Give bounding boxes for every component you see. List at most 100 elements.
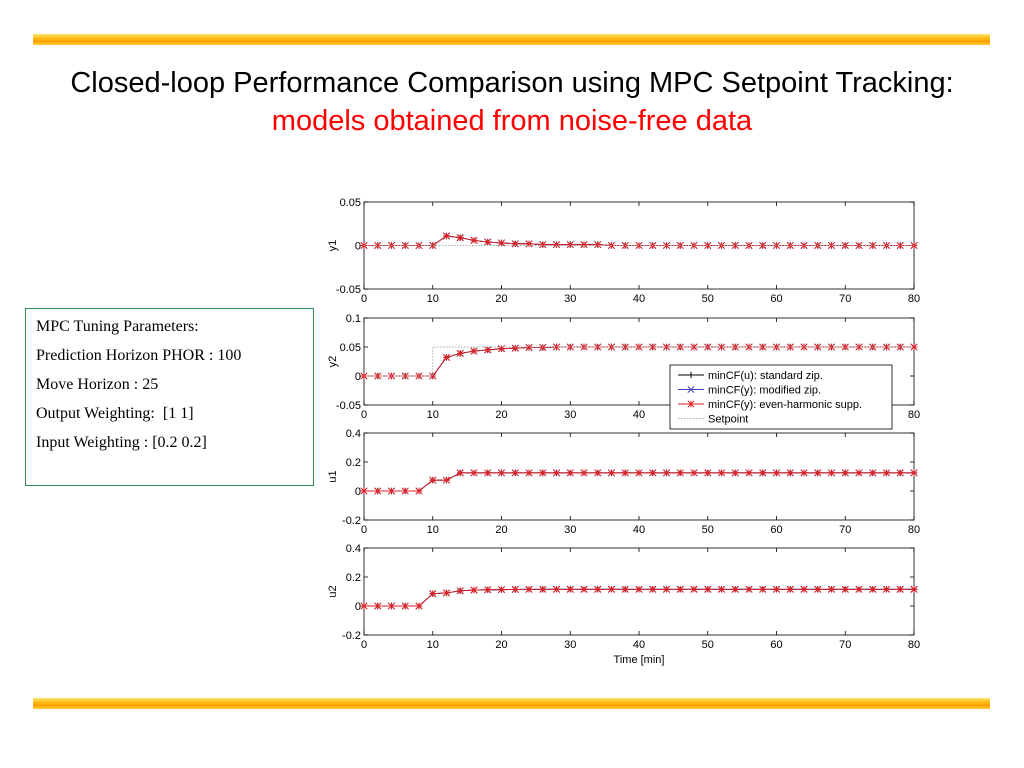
data-point: [401, 487, 409, 495]
data-point: [687, 385, 695, 394]
data-point: [855, 585, 863, 593]
data-point: [772, 469, 781, 477]
x-tick-label: 60: [770, 639, 782, 651]
data-point: [360, 602, 368, 610]
data-point: [882, 343, 891, 351]
x-axis-label: Time [min]: [614, 654, 665, 666]
data-point: [539, 241, 547, 249]
data-point: [497, 239, 506, 247]
data-point: [910, 469, 918, 477]
data-point: [717, 585, 726, 593]
y-tick-label: 0.2: [346, 572, 361, 584]
data-point: [566, 241, 574, 249]
data-point: [456, 469, 464, 477]
data-point: [552, 469, 561, 477]
param-line: Input Weighting : [0.2 0.2]: [36, 434, 207, 451]
y-axis-label: u2: [327, 585, 339, 597]
y-tick-label: 0.1: [346, 313, 361, 325]
data-point: [827, 241, 836, 250]
y-axis-label: y1: [327, 240, 339, 252]
bottom-accent-bar: [33, 698, 990, 709]
x-tick-label: 0: [361, 293, 367, 305]
data-point: [497, 586, 506, 594]
legend-entry: Setpoint: [708, 414, 748, 426]
data-point: [374, 602, 382, 610]
data-point: [896, 241, 904, 250]
data-point: [374, 372, 382, 380]
closed-loop-charts: 010203040506070800.050-0.05y101020304050…: [327, 197, 920, 666]
data-point: [470, 236, 478, 244]
x-tick-label: 70: [839, 293, 851, 305]
data-point: [910, 585, 918, 593]
params-heading: MPC Tuning Parameters:: [36, 318, 199, 335]
x-tick-label: 80: [908, 639, 920, 651]
y-tick-label: -0.2: [342, 630, 361, 642]
data-point: [387, 602, 396, 610]
data-point: [566, 469, 574, 477]
param-line: Prediction Horizon PHOR : 100: [36, 347, 242, 364]
chart-legend: minCF(u): standard zip. minCF(y): modifie…: [669, 364, 893, 430]
y-tick-label: 0: [355, 241, 361, 253]
data-point: [814, 469, 822, 477]
data-point: [676, 585, 684, 593]
data-point: [869, 241, 877, 250]
x-tick-label: 20: [495, 524, 507, 536]
data-point: [690, 343, 698, 351]
data-point: [841, 469, 849, 477]
data-point: [687, 400, 695, 408]
data-point: [649, 585, 657, 593]
data-point: [525, 585, 533, 593]
legend-entry: minCF(y): modified zip.: [708, 385, 821, 397]
x-tick-label: 20: [495, 293, 507, 305]
slide-title-line2: models obtained from noise-free data: [0, 102, 1024, 140]
x-tick-label: 50: [702, 639, 714, 651]
data-point: [855, 343, 863, 351]
x-tick-label: 20: [495, 409, 507, 421]
x-tick-label: 10: [427, 524, 439, 536]
x-tick-label: 40: [633, 639, 645, 651]
data-point: [786, 343, 794, 351]
x-tick-label: 60: [770, 293, 782, 305]
data-point: [401, 602, 409, 610]
data-point: [552, 241, 561, 249]
y-tick-label: 0.05: [340, 342, 361, 354]
data-point: [456, 349, 464, 357]
setpoint-line: [364, 346, 914, 377]
y-tick-label: 0: [355, 371, 361, 383]
data-point: [855, 469, 863, 477]
x-tick-label: 20: [495, 639, 507, 651]
data-point: [594, 241, 602, 249]
data-point: [731, 585, 739, 593]
x-tick-label: 80: [908, 524, 920, 536]
data-point: [415, 487, 423, 495]
data-point: [772, 585, 781, 593]
data-point: [442, 232, 451, 240]
data-point: [525, 344, 533, 352]
series-star: [360, 585, 918, 610]
y-tick-label: 0: [355, 601, 361, 613]
data-point: [539, 469, 547, 477]
data-point: [800, 241, 808, 250]
x-tick-label: 50: [702, 524, 714, 536]
data-point: [635, 585, 643, 593]
data-point: [814, 343, 822, 351]
legend-box: [669, 364, 893, 430]
data-point: [511, 585, 519, 594]
data-point: [429, 372, 437, 380]
data-point: [910, 343, 918, 351]
data-point: [869, 585, 877, 593]
data-point: [704, 469, 712, 477]
data-point: [594, 469, 602, 477]
data-point: [717, 469, 726, 477]
x-tick-label: 70: [839, 639, 851, 651]
legend-entry: minCF(y): even-harmonic supp.: [708, 399, 862, 411]
data-point: [594, 343, 602, 351]
x-tick-label: 30: [564, 293, 576, 305]
data-point: [470, 586, 478, 594]
x-tick-label: 10: [427, 409, 439, 421]
x-tick-label: 40: [633, 293, 645, 305]
y-axis-label: y2: [327, 356, 339, 368]
data-point: [497, 469, 506, 477]
data-point: [374, 487, 382, 495]
y-tick-label: -0.05: [336, 284, 361, 296]
